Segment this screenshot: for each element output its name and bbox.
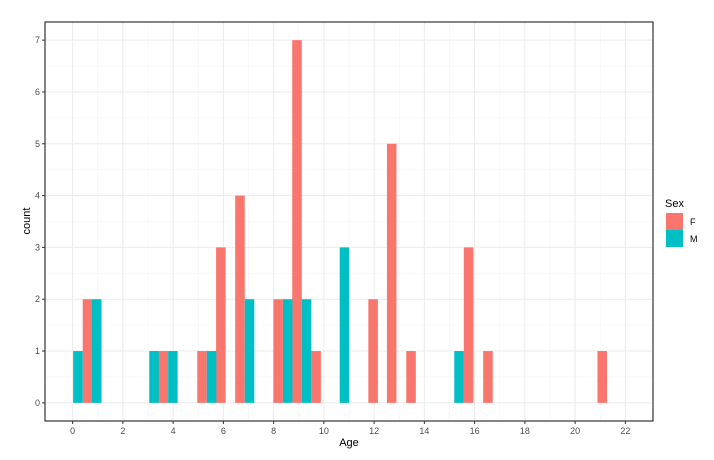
bar-f — [197, 351, 207, 403]
y-tick-label: 5 — [35, 139, 40, 149]
x-axis-title: Age — [339, 437, 359, 449]
y-tick-label: 3 — [35, 242, 40, 252]
y-tick-label: 2 — [35, 294, 40, 304]
y-tick-label: 4 — [35, 191, 40, 201]
bar-f — [216, 247, 226, 403]
legend: Sex F M — [665, 198, 698, 247]
legend-swatch-m — [666, 230, 683, 247]
y-axis-title: count — [21, 208, 33, 235]
x-tick-label: 4 — [171, 426, 176, 436]
bar-m — [339, 247, 350, 403]
bar-f — [597, 351, 608, 403]
bar-m — [206, 351, 217, 403]
x-axis-ticks: 0 2 4 6 8 10 12 14 16 18 20 22 — [70, 421, 630, 436]
x-tick-label: 0 — [70, 426, 75, 436]
bar-m — [301, 299, 312, 403]
x-tick-label: 2 — [120, 426, 125, 436]
x-tick-label: 10 — [319, 426, 329, 436]
y-tick-label: 1 — [35, 346, 40, 356]
y-tick-label: 0 — [35, 398, 40, 408]
bars — [73, 40, 608, 403]
bar-f — [292, 40, 302, 403]
bar-m — [73, 351, 83, 403]
x-tick-label: 16 — [470, 426, 480, 436]
y-tick-label: 6 — [35, 87, 40, 97]
x-tick-label: 22 — [620, 426, 630, 436]
bar-f — [483, 351, 493, 403]
x-tick-label: 8 — [271, 426, 276, 436]
panel-border — [44, 21, 654, 422]
bar-f — [273, 299, 283, 403]
bar-f — [386, 143, 397, 403]
bar-f — [406, 351, 416, 403]
y-tick-label: 7 — [35, 35, 40, 45]
bar-f — [158, 351, 169, 403]
x-tick-label: 6 — [221, 426, 226, 436]
legend-swatch-f — [666, 213, 683, 230]
bar-m — [91, 299, 102, 403]
bar-f — [235, 195, 245, 403]
y-axis-ticks: 0 1 2 3 4 5 6 7 — [35, 35, 45, 408]
bar-f — [463, 247, 474, 403]
bar-m — [149, 351, 159, 403]
x-tick-label: 12 — [369, 426, 379, 436]
x-tick-label: 18 — [520, 426, 530, 436]
x-tick-label: 20 — [570, 426, 580, 436]
legend-title: Sex — [665, 198, 684, 210]
bar-f — [82, 299, 93, 403]
bar-m — [282, 299, 293, 403]
bar-m — [454, 351, 464, 403]
x-tick-label: 14 — [419, 426, 429, 436]
legend-label-m: M — [690, 234, 698, 244]
bar-m — [168, 351, 178, 403]
bar-f — [311, 351, 321, 403]
bar-f — [368, 299, 378, 403]
legend-label-f: F — [690, 217, 696, 227]
bar-m — [244, 299, 255, 403]
